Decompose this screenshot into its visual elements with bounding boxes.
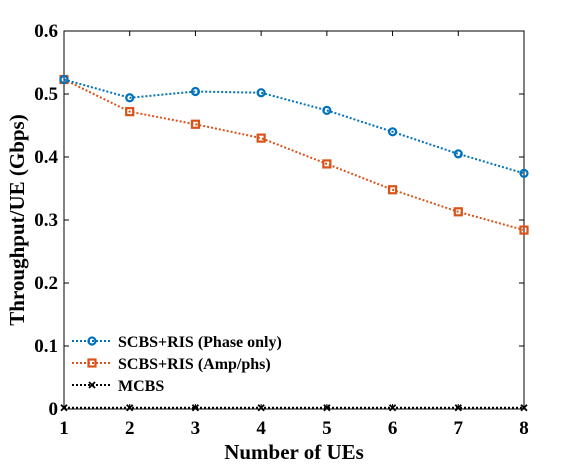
x-tick-label: 5 <box>322 418 332 439</box>
x-tick-label: 4 <box>256 418 266 439</box>
x-axis-label: Number of UEs <box>224 440 364 464</box>
data-point <box>125 93 135 103</box>
data-point <box>256 88 266 98</box>
series-3 <box>60 404 528 412</box>
data-point <box>520 404 528 412</box>
x-tick-label: 3 <box>191 418 201 439</box>
data-point <box>87 336 97 346</box>
data-point <box>519 225 529 235</box>
legend-label: MCBS <box>118 378 164 395</box>
y-tick-label: 0.6 <box>34 21 58 42</box>
y-axis-label: Throughput/UE (Gbps) <box>5 114 29 325</box>
y-tick-label: 0 <box>49 399 59 420</box>
data-point <box>87 358 97 368</box>
data-point <box>190 119 201 129</box>
series-line <box>63 78 525 232</box>
legend-item: SCBS+RIS (Amp/phs) <box>72 356 271 373</box>
data-point <box>387 185 398 195</box>
legend-label: SCBS+RIS (Phase only) <box>118 334 282 351</box>
data-point <box>190 86 201 97</box>
plot-area <box>63 30 525 410</box>
legend-item: SCBS+RIS (Phase only) <box>72 334 282 351</box>
data-point <box>59 74 69 85</box>
data-point <box>256 133 266 143</box>
data-point <box>88 381 96 389</box>
x-tick-label: 8 <box>519 418 529 439</box>
data-point <box>125 107 135 117</box>
data-point <box>257 404 265 412</box>
legend-label: SCBS+RIS (Amp/phs) <box>118 356 271 373</box>
data-point <box>60 404 68 412</box>
x-tick-label: 7 <box>454 418 464 439</box>
y-tick-label: 0.3 <box>34 210 58 231</box>
x-tick-label: 6 <box>388 418 398 439</box>
x-tick-label: 1 <box>59 418 69 439</box>
data-point <box>454 404 462 412</box>
data-point <box>126 404 134 412</box>
data-point <box>322 105 332 115</box>
legend: SCBS+RIS (Phase only) SCBS+RIS (Amp/phs) M… <box>72 334 282 395</box>
x-tick-label: 2 <box>125 418 135 439</box>
y-tick-label: 0.5 <box>34 84 58 105</box>
series-line <box>63 78 525 175</box>
series-layer <box>59 74 529 412</box>
y-tick-label: 0.4 <box>34 147 58 168</box>
data-point <box>519 168 529 178</box>
data-point <box>387 127 398 137</box>
data-point <box>388 404 397 412</box>
data-point <box>323 404 331 412</box>
legend-item: MCBS <box>72 378 164 395</box>
data-point <box>191 404 200 412</box>
data-point <box>322 159 332 169</box>
data-point <box>453 149 463 159</box>
y-tick-label: 0.1 <box>34 336 58 357</box>
data-point <box>453 207 463 217</box>
series-1 <box>59 74 529 178</box>
y-tick-label: 0.2 <box>34 273 58 294</box>
